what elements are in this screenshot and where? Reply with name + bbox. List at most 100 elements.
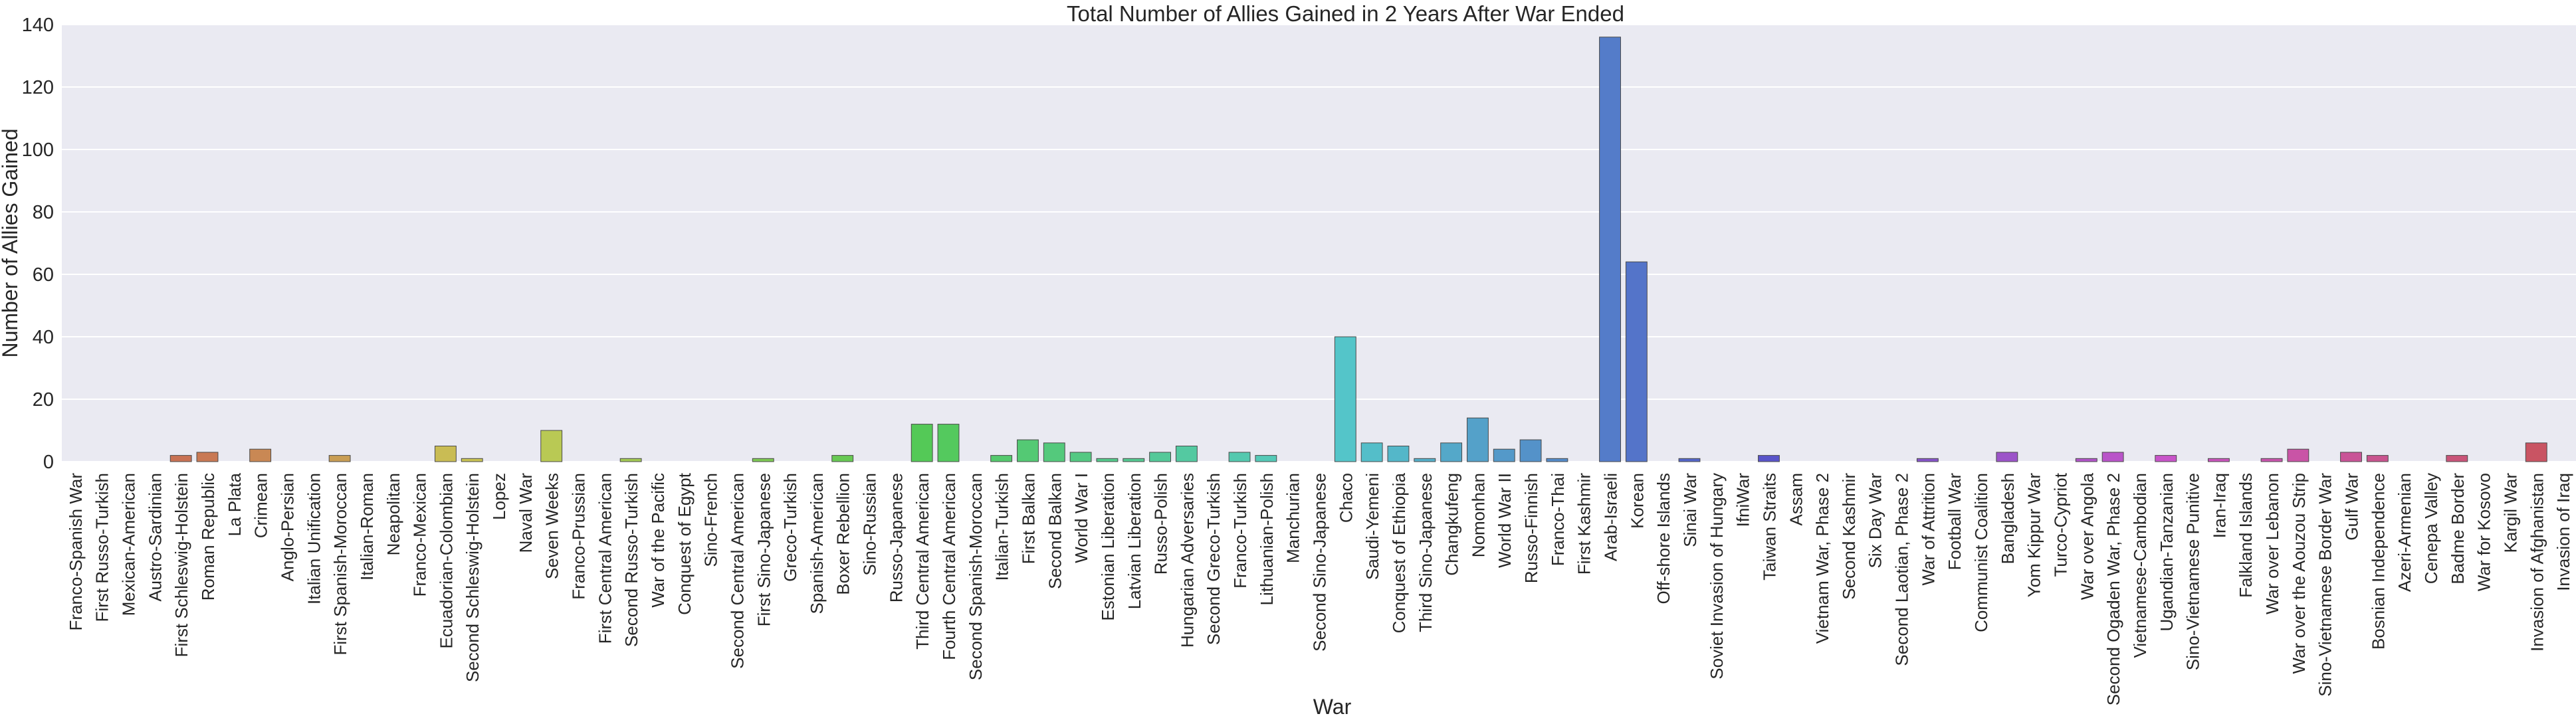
bar [1069, 452, 1092, 462]
x-tick-label: Conquest of Egypt [675, 472, 695, 615]
x-axis-label: War [1313, 695, 1352, 719]
x-tick-label: Arab-Israeli [1601, 473, 1621, 561]
bar [328, 455, 351, 462]
x-tick-label: Estonian Liberation [1098, 473, 1118, 621]
bar [249, 448, 272, 462]
x-tick-label: First Sino-Japanese [754, 473, 774, 626]
x-tick-label: Lopez [489, 473, 509, 520]
x-tick-label: Second Sino-Japanese [1310, 473, 1330, 652]
x-tick-label: Greco-Turkish [780, 473, 800, 582]
x-tick-label: Cenepa Valley [2421, 473, 2441, 584]
bar [169, 455, 192, 462]
x-tick-label: First Central American [595, 473, 615, 644]
x-tick-label: Second Laotian, Phase 2 [1892, 473, 1912, 666]
y-tick-label: 20 [33, 389, 54, 410]
x-tick-label: First Spanish-Moroccan [330, 473, 350, 656]
x-tick-label: Invasion of Iraq [2553, 473, 2573, 591]
y-tick-label: 60 [33, 264, 54, 286]
x-tick-label: Latvian Liberation [1125, 473, 1144, 609]
x-tick-label: War of Attrition [1918, 473, 1938, 586]
grid-lines [62, 24, 2576, 462]
x-tick-label: Conquest of Ethiopia [1389, 472, 1409, 633]
x-tick-label: Ugandian-Tanzanian [2157, 473, 2177, 632]
x-tick-label: Russo-Polish [1151, 473, 1171, 575]
bar [2075, 458, 2097, 462]
x-tick-label: Off-shore Islands [1654, 473, 1673, 604]
x-tick-label: World War II [1495, 473, 1515, 568]
x-tick-label: Bangladesh [1998, 473, 2018, 564]
x-tick-label: Russo-Finnish [1521, 473, 1541, 583]
x-tick-label: War of the Pacific [648, 473, 668, 608]
x-tick-label: Boxer Rebellion [833, 473, 853, 595]
x-tick-label: Taiwan Straits [1759, 473, 1779, 581]
y-tick-label: 0 [43, 452, 54, 473]
x-tick-label: Franco-Turkish [1230, 473, 1250, 589]
x-tick-label: Franco-Prussian [569, 473, 589, 600]
x-tick-label: Third Central American [912, 473, 932, 650]
x-tick-label: Second Kashmir [1839, 473, 1859, 600]
bar [2260, 458, 2283, 462]
x-tick-label: Second Balkan [1045, 473, 1065, 589]
x-tick-label: IfniWar [1733, 473, 1753, 527]
x-tick-label: Saudi-Yemeni [1362, 473, 1382, 580]
bar [1493, 448, 1515, 462]
x-tick-label: Italian-Turkish [992, 473, 1012, 581]
x-tick-label: Communist Coalition [1971, 473, 1991, 632]
bar [2287, 448, 2309, 462]
x-tick-label: Ecuadorian-Colombian [436, 473, 456, 648]
bar [1096, 458, 1119, 462]
x-tick-label: Roman Republic [198, 473, 218, 600]
bar [2525, 442, 2547, 462]
bar [2366, 455, 2389, 462]
bar [1546, 458, 1568, 462]
x-tick-label: Italian-Roman [357, 473, 377, 581]
bar [2101, 452, 2124, 462]
bar [619, 458, 642, 462]
x-tick-label: World War I [1071, 473, 1091, 563]
x-tick-label: Kargil War [2500, 473, 2520, 553]
x-tick-label: Second Ogaden War, Phase 2 [2103, 473, 2123, 705]
x-tick-label: Franco-Thai [1548, 473, 1568, 566]
bar [2446, 455, 2468, 462]
x-tick-label: Manchurian [1283, 473, 1303, 563]
x-tick-label: Sino-Vietnamese Border War [2315, 473, 2335, 697]
x-tick-label: Lithuanian-Polish [1257, 473, 1277, 605]
x-tick-label: Second Greco-Turkish [1204, 473, 1224, 645]
x-tick-label: Changkufeng [1442, 473, 1462, 576]
x-tick-label: Franco-Spanish War [66, 473, 86, 631]
x-tick-label: Korean [1627, 473, 1647, 529]
x-tick-label: Football War [1945, 473, 1965, 571]
y-tick-label: 40 [33, 327, 54, 348]
x-tick-label: Spanish-American [807, 473, 827, 614]
x-tick-label: First Schleswig-Holstein [171, 473, 191, 657]
x-tick-label: Vietnam War, Phase 2 [1812, 473, 1832, 644]
bar [1678, 458, 1701, 462]
x-tick-label: Mexican-American [119, 473, 139, 616]
x-tick-label: Vietnamese-Cambodian [2130, 473, 2150, 658]
bar [937, 424, 960, 462]
bars [169, 37, 2547, 462]
x-tick-label: Six Day War [1866, 473, 1885, 569]
bar [1414, 458, 1436, 462]
bar [1466, 417, 1489, 462]
bar [2155, 455, 2177, 462]
x-tick-label: Italian Unification [304, 473, 324, 604]
x-tick-label: Falkland Islands [2236, 473, 2256, 598]
y-tick-label: 120 [22, 77, 54, 98]
bar [1360, 442, 1383, 462]
bar [752, 458, 774, 462]
y-tick-label: 140 [22, 15, 54, 36]
x-tick-label: Seven Weeks [542, 473, 562, 579]
bar [540, 430, 563, 462]
x-tick-label: War over Lebanon [2262, 473, 2282, 614]
bar [1017, 439, 1039, 462]
bar [1123, 458, 1145, 462]
bar [2340, 452, 2362, 462]
x-tick-label: Second Central American [727, 473, 747, 669]
x-tick-label: Yom Kippur War [2024, 473, 2044, 598]
x-tick-label: Anglo-Persian [277, 473, 297, 581]
bar [831, 455, 854, 462]
x-tick-label: Soviet Invasion of Hungary [1707, 473, 1727, 680]
x-tick-label: Sino-French [701, 473, 721, 567]
